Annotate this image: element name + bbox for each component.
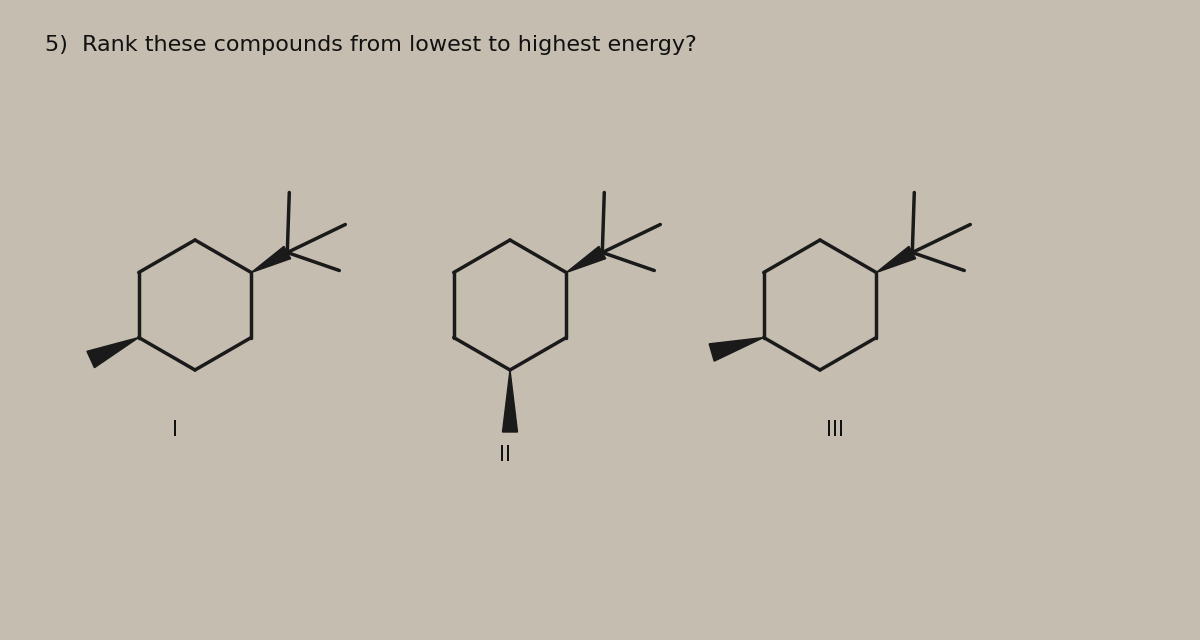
Text: III: III xyxy=(826,420,844,440)
Polygon shape xyxy=(709,337,763,361)
Polygon shape xyxy=(566,246,606,273)
Text: 5)  Rank these compounds from lowest to highest energy?: 5) Rank these compounds from lowest to h… xyxy=(46,35,697,55)
Polygon shape xyxy=(86,337,139,368)
Polygon shape xyxy=(876,246,916,273)
Polygon shape xyxy=(503,370,517,432)
Polygon shape xyxy=(251,246,290,273)
Text: II: II xyxy=(499,445,511,465)
Text: I: I xyxy=(172,420,178,440)
